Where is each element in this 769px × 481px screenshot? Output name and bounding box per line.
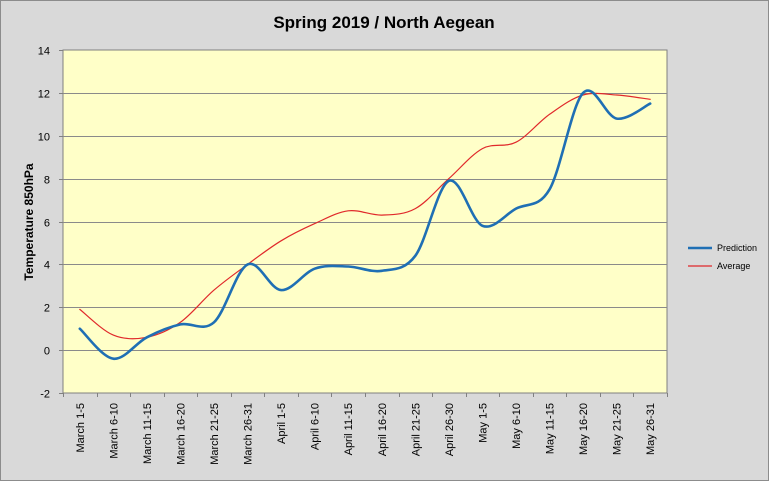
- x-tick-label: April 1-5: [276, 403, 288, 444]
- legend-label-average: Average: [717, 261, 750, 271]
- plot-area: [62, 49, 668, 394]
- y-tick-label: 4: [44, 260, 50, 272]
- legend: Prediction Average: [688, 243, 757, 271]
- x-tick-label: May 11-15: [545, 403, 557, 454]
- x-tick-label: May 1-5: [477, 403, 489, 443]
- y-tick-label: 12: [38, 89, 50, 101]
- y-axis-label: Temperature 850hPa: [22, 163, 36, 280]
- x-tick-label: April 16-20: [377, 403, 389, 456]
- x-tick-label: March 16-20: [175, 403, 187, 465]
- x-tick-label: April 6-10: [310, 403, 322, 450]
- x-tick-label: May 6-10: [511, 403, 523, 449]
- y-tick-label: 0: [44, 346, 50, 358]
- x-tick-label: March 21-25: [209, 403, 221, 465]
- x-tick-label: March 1-5: [75, 403, 87, 453]
- x-tick-label: March 6-10: [108, 403, 120, 459]
- y-tick-label: 6: [44, 218, 50, 230]
- x-tick-label: April 21-25: [410, 403, 422, 456]
- legend-label-prediction: Prediction: [717, 243, 757, 253]
- x-tick-label: May 26-31: [645, 403, 657, 455]
- x-tick-label: March 26-31: [243, 403, 255, 465]
- series-line-prediction: [78, 89, 652, 361]
- x-tick-label: April 11-15: [343, 403, 355, 455]
- y-tick-label: -2: [40, 389, 50, 401]
- x-tick-label: April 26-30: [444, 403, 456, 456]
- y-tick-label: 8: [44, 175, 50, 187]
- x-tick-label: May 16-20: [578, 403, 590, 455]
- y-tick-label: 14: [38, 46, 50, 58]
- y-tick-label: 10: [38, 132, 50, 144]
- y-tick-label: 2: [44, 303, 50, 315]
- chart-title: Spring 2019 / North Aegean: [273, 13, 494, 32]
- x-tick-label: March 11-15: [142, 403, 154, 464]
- x-tick-label: May 21-25: [612, 403, 624, 455]
